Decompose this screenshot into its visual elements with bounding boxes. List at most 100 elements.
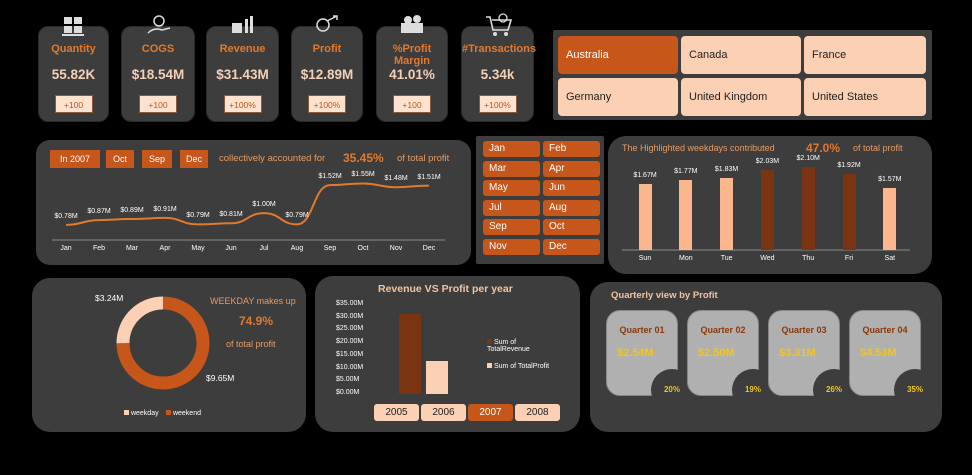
line-data-label: $1.55M	[351, 171, 375, 179]
year-slicer-2008[interactable]: 2008	[515, 404, 560, 421]
rp-legend-swatch-revenue	[487, 339, 492, 344]
monthly-profit-line	[65, 182, 430, 226]
kpi-card-transactions: #Transactions 5.34k +100%	[461, 13, 536, 122]
line-data-label: $0.89M	[120, 207, 144, 214]
kpi-label: #Transactions	[462, 43, 536, 55]
rp-y-tick: $0.00M	[336, 389, 360, 396]
country-united-states[interactable]: United States	[804, 78, 926, 116]
weekday-x-tick: Thu	[802, 255, 815, 262]
quarter-value: $3.31M	[779, 347, 816, 359]
year-slicer-2007[interactable]: 2007	[468, 404, 513, 421]
kpi-card-quantity: Quantity 55.82K +100	[38, 17, 109, 122]
month-slicer-oct[interactable]: Oct	[543, 219, 600, 235]
month-slicer-may[interactable]: May	[483, 180, 540, 196]
month-slicer-mar[interactable]: Mar	[483, 160, 540, 177]
country-canada[interactable]: Canada	[681, 36, 801, 74]
quarter-card-1: Quarter 01 $2.54M 20%	[606, 310, 693, 411]
month-slicer-sep[interactable]: Sep	[483, 219, 540, 235]
rp-y-tick: $25.00M	[336, 325, 364, 333]
rp-bar-revenue	[399, 314, 421, 394]
month-summary-text: collectively accounted for	[219, 153, 326, 164]
kpi-badge: +100	[54, 95, 93, 113]
rp-bar-profit	[426, 361, 448, 394]
weekday-summary-percent: 47.0%	[806, 141, 841, 155]
line-x-tick: Dec	[422, 245, 436, 252]
profit-arrow-icon	[312, 13, 342, 37]
year-slicer-2005[interactable]: 2005	[374, 404, 419, 421]
shopping-cart-icon	[483, 13, 513, 37]
boxes-icon	[59, 13, 89, 37]
month-slicer-aug[interactable]: Aug	[543, 199, 600, 216]
month-slicer-feb[interactable]: Feb	[543, 141, 600, 157]
weekday-bar-label: $2.10M	[796, 154, 820, 162]
line-data-label: $0.81M	[219, 211, 243, 219]
month-slicer-apr[interactable]: Apr	[543, 160, 600, 177]
line-data-label: $0.91M	[153, 205, 177, 213]
money-chart-icon	[228, 13, 258, 37]
month-slicer-jun[interactable]: Jun	[543, 180, 600, 196]
kpi-value: 55.82K	[51, 67, 96, 82]
line-data-label: $0.79M	[186, 212, 210, 220]
country-germany[interactable]: Germany	[558, 78, 678, 116]
weekday-weekend-donut	[116, 296, 210, 390]
rp-legend-profit: Sum of TotalProfit	[487, 363, 557, 370]
month-slicer-jul[interactable]: Jul	[483, 199, 540, 216]
month-slicer-nov[interactable]: Nov	[483, 238, 540, 255]
weekday-x-tick: Sun	[638, 255, 652, 262]
line-data-label: $1.00M	[252, 201, 276, 209]
kpi-badge: +100%	[308, 95, 346, 113]
month-slicer-jan[interactable]: Jan	[483, 141, 540, 157]
rp-legend-revenue: Sum of TotalRevenue	[487, 339, 557, 353]
donut-weekday-value: $9.65M	[206, 373, 235, 383]
rp-y-tick: $10.00M	[336, 363, 364, 371]
line-data-label: $1.48M	[384, 175, 408, 183]
line-x-tick: Apr	[159, 245, 171, 252]
weekday-x-tick: Wed	[760, 255, 775, 262]
line-x-tick: Oct	[357, 245, 369, 252]
weekday-bar-label: $2.03M	[755, 157, 780, 165]
quarterly-title: Quarterly view by Profit	[611, 290, 718, 301]
rp-legend-label-profit: Sum of TotalProfit	[493, 363, 550, 370]
legend-label-weekend: weekend	[172, 410, 201, 417]
donut-percent: 74.9%	[239, 314, 274, 328]
kpi-label: Revenue	[219, 43, 266, 55]
line-x-tick: Jul	[259, 245, 269, 252]
rp-y-tick: $5.00M	[336, 376, 360, 384]
quarter-share: 19%	[732, 369, 774, 411]
quarter-value: $4.53M	[860, 347, 897, 359]
rp-y-tick: $15.00M	[336, 350, 364, 358]
month-slicer-dec[interactable]: Dec	[543, 238, 600, 255]
quarter-card-3: Quarter 03 $3.31M 26%	[768, 310, 855, 411]
weekday-bar-tue	[720, 177, 734, 250]
year-slicer-2006[interactable]: 2006	[421, 404, 466, 421]
kpi-label: %Profit Margin	[392, 43, 432, 67]
quarter-share: 26%	[813, 369, 855, 411]
rp-y-tick: $30.00M	[336, 312, 364, 320]
rp-y-tick: $35.00M	[336, 300, 364, 307]
quarter-card-2: Quarter 02 $2.50M 19%	[687, 310, 774, 411]
country-france[interactable]: France	[804, 36, 926, 74]
kpi-label: COGS	[141, 43, 175, 55]
legend-swatch-weekend	[166, 410, 171, 415]
line-data-label: $1.51M	[417, 173, 441, 181]
weekday-bar-mon	[679, 179, 693, 250]
country-united-kingdom[interactable]: United Kingdom	[681, 78, 801, 116]
line-data-label: $0.87M	[87, 208, 111, 216]
weekday-bar-label: $1.77M	[674, 167, 698, 175]
legend-swatch-weekday	[124, 410, 129, 415]
quarter-label: Quarter 03	[781, 325, 827, 335]
quarter-value: $2.50M	[698, 347, 735, 359]
donut-legend-weekday: weekday	[124, 410, 159, 417]
kpi-label: Profit	[312, 43, 342, 55]
kpi-value: $12.89M	[300, 67, 354, 82]
month-tag-1: Oct	[106, 150, 134, 168]
country-australia[interactable]: Australia	[558, 36, 678, 74]
donut-legend-weekend: weekend	[166, 410, 201, 417]
weekday-x-tick: Tue	[720, 255, 733, 262]
weekday-bar-fri	[842, 174, 856, 250]
kpi-card-profitmargin: %Profit Margin 41.01% +100	[376, 15, 448, 122]
line-x-tick: Sep	[323, 245, 337, 252]
weekday-bar-thu	[801, 166, 815, 250]
kpi-value: $31.43M	[216, 67, 269, 82]
